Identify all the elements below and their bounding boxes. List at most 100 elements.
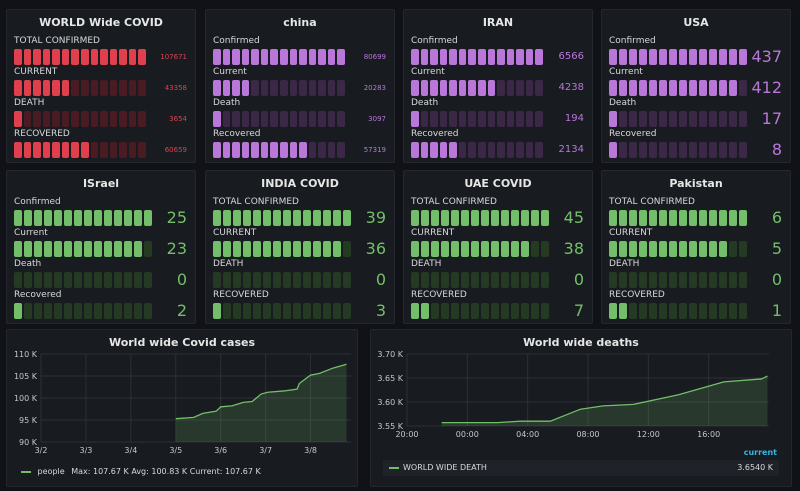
gauge-cell bbox=[263, 303, 271, 319]
gauge-cell bbox=[34, 210, 42, 226]
gauge-cell bbox=[24, 241, 32, 257]
panel-world-deaths: World wide deaths 3.55 K 3.60 K 3.65 K 3.70… bbox=[370, 329, 792, 487]
row-label: Current bbox=[213, 67, 247, 77]
gauge-cell bbox=[280, 49, 288, 65]
gauge-cell bbox=[521, 210, 529, 226]
gauge-cell bbox=[535, 142, 543, 158]
panel-title[interactable]: WORLD Wide COVID bbox=[39, 16, 163, 29]
panel-world-cases: World wide Covid cases 90 K 95 K 100 K 105 … bbox=[6, 329, 358, 487]
y-tick-label: 3.70 K bbox=[377, 350, 403, 359]
gauge-cell bbox=[289, 80, 298, 96]
panel-title[interactable]: ISrael bbox=[82, 177, 120, 190]
gauge-cell bbox=[128, 111, 137, 127]
gauge-cell bbox=[461, 272, 469, 288]
gauge-cell bbox=[308, 142, 317, 158]
panel-title[interactable]: USA bbox=[683, 16, 709, 29]
legend-header-current[interactable]: current bbox=[743, 448, 777, 457]
panel-title[interactable]: IRAN bbox=[482, 16, 514, 29]
row-label: RECOVERED bbox=[609, 290, 665, 300]
panel-title[interactable]: UAE COVID bbox=[464, 177, 532, 190]
legend-series-name[interactable]: people bbox=[37, 467, 65, 476]
x-tick-label: 3/5 bbox=[169, 446, 182, 455]
gauge-cell bbox=[104, 210, 112, 226]
gauge-cell bbox=[471, 303, 479, 319]
gauge-cell bbox=[253, 272, 261, 288]
row-value: 437 bbox=[751, 47, 782, 66]
gauge-cell bbox=[729, 49, 737, 65]
gauge-cell bbox=[124, 241, 132, 257]
row-label: Confirmed bbox=[609, 36, 656, 46]
gauge-cell bbox=[232, 49, 240, 65]
panel-title[interactable]: INDIA COVID bbox=[261, 177, 339, 190]
gauge-cell bbox=[739, 80, 747, 96]
gauge-cell bbox=[52, 80, 60, 96]
panel-india-covid: INDIA COVID TOTAL CONFIRMED 39 CURRENT 36 DEA… bbox=[205, 170, 395, 324]
gauge-cell bbox=[516, 142, 524, 158]
gauge-cell bbox=[669, 272, 677, 288]
row-value: 20283 bbox=[363, 84, 386, 92]
row-value: 2134 bbox=[558, 144, 584, 155]
gauge-cell bbox=[525, 142, 534, 158]
gauge-cell bbox=[649, 111, 657, 127]
x-tick-label: 3/8 bbox=[304, 446, 317, 455]
gauge-cell bbox=[729, 241, 737, 257]
row-value: 7 bbox=[573, 301, 584, 320]
gauge-cell bbox=[343, 210, 351, 226]
gauge-cell bbox=[251, 49, 259, 65]
panel-title[interactable]: Pakistan bbox=[669, 177, 723, 190]
row-label: Recovered bbox=[411, 129, 459, 139]
y-tick-label: 100 K bbox=[14, 394, 38, 403]
gauge-cell bbox=[44, 303, 52, 319]
gauge-cell bbox=[119, 49, 127, 65]
gauge-cell bbox=[293, 303, 301, 319]
gauge-cell bbox=[313, 210, 321, 226]
gauge-cell bbox=[213, 111, 221, 127]
gauge-cell bbox=[649, 272, 657, 288]
gauge-cell bbox=[659, 210, 667, 226]
gauge-bar bbox=[411, 142, 545, 158]
gauge-cell bbox=[699, 272, 707, 288]
gauge-cell bbox=[293, 272, 301, 288]
gauge-cell bbox=[44, 210, 52, 226]
gauge-cell bbox=[100, 142, 108, 158]
gauge-cell bbox=[313, 303, 321, 319]
gauge-cell bbox=[619, 80, 627, 96]
gauge-cell bbox=[124, 210, 132, 226]
gauge-cell bbox=[74, 241, 82, 257]
gauge-cell bbox=[333, 303, 341, 319]
gauge-cell bbox=[609, 142, 617, 158]
gauge-cell bbox=[81, 80, 89, 96]
gauge-cell bbox=[629, 80, 637, 96]
gauge-cell bbox=[491, 272, 499, 288]
gauge-cell bbox=[104, 303, 112, 319]
gauge-cell bbox=[420, 111, 429, 127]
gauge-cell bbox=[411, 142, 419, 158]
gauge-cell bbox=[468, 111, 476, 127]
gauge-bar bbox=[14, 241, 154, 257]
gauge-cell bbox=[42, 49, 51, 65]
legend-series-name[interactable]: WORLD WIDE DEATH bbox=[403, 463, 487, 472]
gauge-bar bbox=[411, 241, 551, 257]
gauge-cell bbox=[251, 142, 259, 158]
row-label: Confirmed bbox=[213, 36, 260, 46]
gauge-cell bbox=[337, 111, 345, 127]
gauge-cell bbox=[501, 272, 509, 288]
row-label: RECOVERED bbox=[14, 129, 70, 139]
gauge-cell bbox=[609, 111, 617, 127]
panel-china: china Confirmed 80699 Current 20283 Death 3097… bbox=[205, 9, 395, 163]
gauge-cell bbox=[609, 210, 617, 226]
gauge-cell bbox=[289, 111, 298, 127]
gauge-cell bbox=[14, 272, 22, 288]
x-tick-label: 3/4 bbox=[124, 446, 137, 455]
gauge-cell bbox=[441, 210, 449, 226]
gauge-cell bbox=[649, 210, 657, 226]
gauge-cell bbox=[461, 241, 469, 257]
gauge-bar bbox=[609, 303, 749, 319]
gauge-bar bbox=[411, 210, 551, 226]
gauge-cell bbox=[729, 142, 737, 158]
panel-title[interactable]: china bbox=[283, 16, 317, 29]
gauge-cell bbox=[343, 303, 351, 319]
row-label: Current bbox=[411, 67, 445, 77]
gauge-cell bbox=[308, 80, 317, 96]
gauge-bar bbox=[213, 210, 353, 226]
